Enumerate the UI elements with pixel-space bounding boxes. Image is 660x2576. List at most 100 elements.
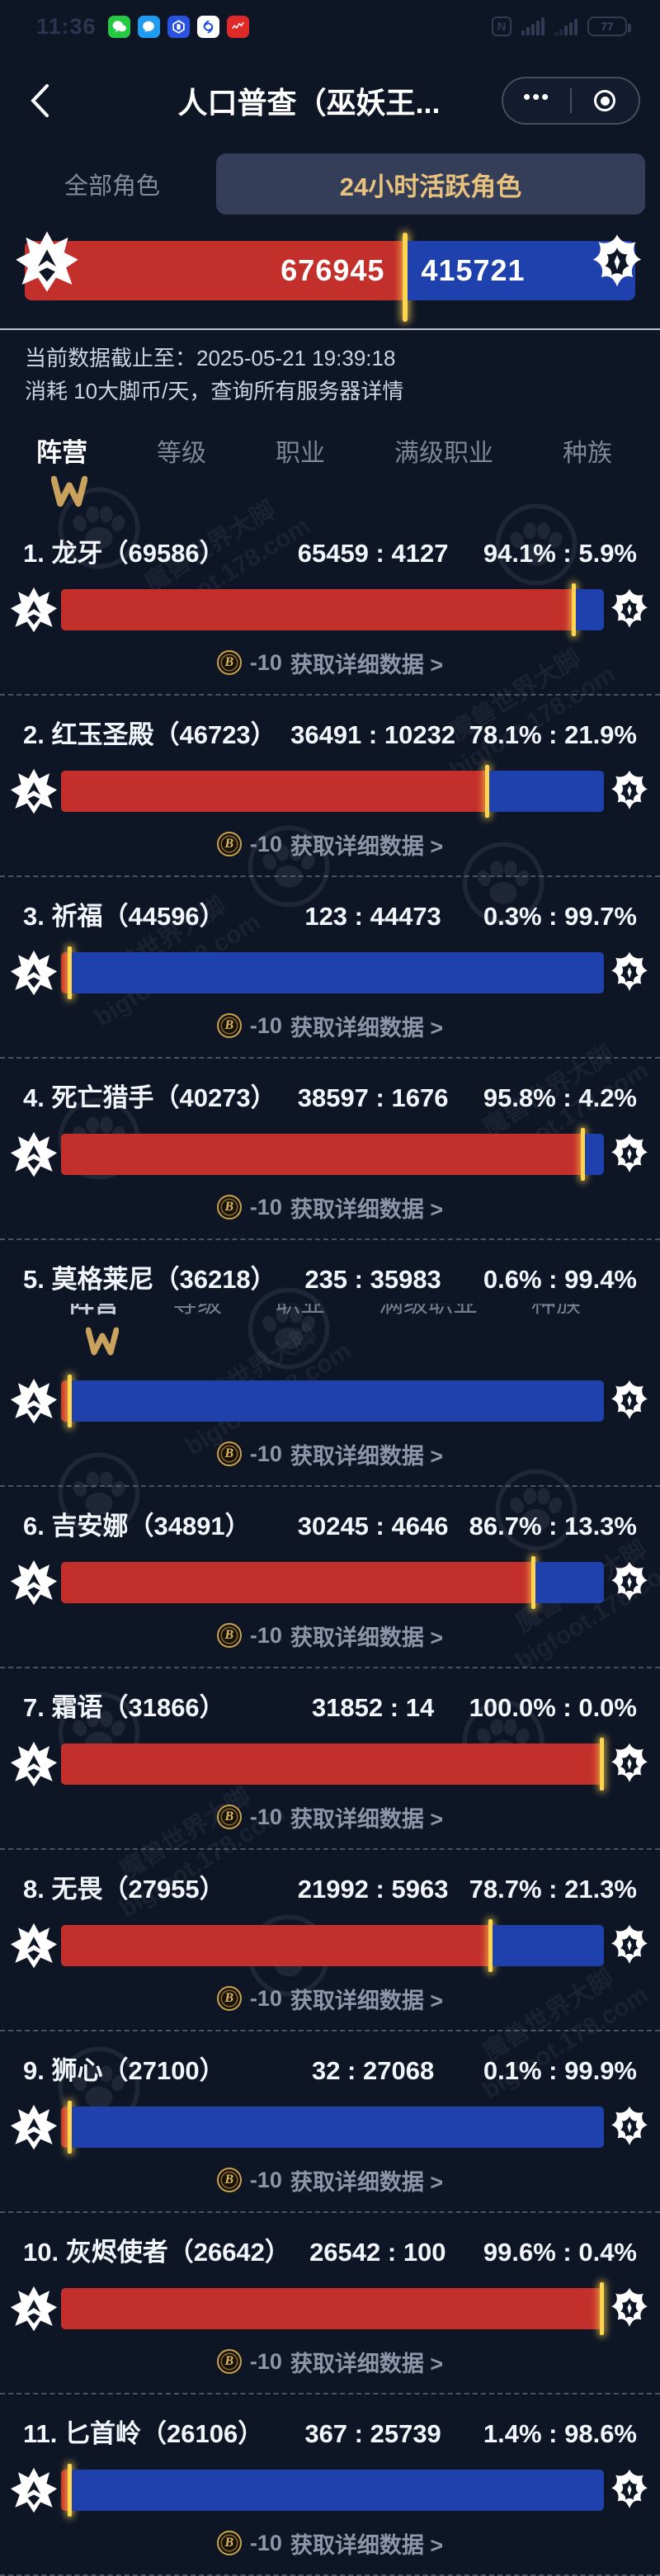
- horde-faction-icon: [10, 768, 58, 814]
- hexagon-app-icon: [167, 15, 190, 38]
- tab-24h-active-characters[interactable]: 24小时活跃角色: [216, 153, 645, 215]
- back-button[interactable]: [20, 81, 59, 120]
- bar-horde-segment: [61, 2469, 68, 2511]
- coin-letter: B: [224, 2173, 234, 2187]
- signal-icon-1: [521, 17, 544, 35]
- horde-faction-icon: [10, 1131, 58, 1177]
- ghost-w-indicator-icon: [86, 1327, 119, 1356]
- server-row: 3. 祈福（44596） 123 : 44473 0.3% : 99.7% B …: [0, 877, 660, 1059]
- get-details-action[interactable]: B -10 获取详细数据 >: [0, 2164, 660, 2196]
- horde-faction-icon: [10, 1559, 58, 1605]
- server-bar-line: [10, 1374, 652, 1427]
- faction-ratio-bar: [61, 1127, 604, 1181]
- get-details-action[interactable]: B -10 获取详细数据 >: [0, 1620, 660, 1652]
- faction-ratio-bar: [61, 1918, 604, 1972]
- row-coin-cost: -10: [249, 1804, 282, 1829]
- get-details-action[interactable]: B -10 获取详细数据 >: [0, 1010, 660, 1042]
- server-percentages: 99.6% : 0.4%: [483, 2237, 637, 2267]
- server-percentages: 0.3% : 99.7%: [483, 901, 637, 931]
- tab-maxlevel-class[interactable]: 满级职业: [394, 439, 493, 467]
- get-details-action[interactable]: B -10 获取详细数据 >: [0, 1801, 660, 1833]
- faction-ratio-bar: [61, 2100, 604, 2154]
- server-percentages: 94.1% : 5.9%: [483, 538, 637, 568]
- get-details-action[interactable]: B -10 获取详细数据 >: [0, 1983, 660, 2015]
- row-coin-label: 获取详细数据 >: [290, 652, 444, 677]
- get-details-action[interactable]: B -10 获取详细数据 >: [0, 647, 660, 679]
- get-details-action[interactable]: B -10 获取详细数据 >: [0, 1438, 660, 1470]
- server-counts: 31852 : 14: [311, 1692, 435, 1722]
- row-coin-cost: -10: [249, 1194, 282, 1220]
- bar-divider: [68, 946, 72, 999]
- server-row: 10. 灰烬使者（26642） 26542 : 100 99.6% : 0.4%…: [0, 2213, 660, 2394]
- server-bar-line: [10, 764, 652, 818]
- get-details-action[interactable]: B -10 获取详细数据 >: [0, 1191, 660, 1224]
- coin-letter: B: [224, 1628, 234, 1643]
- coin-letter: B: [224, 655, 234, 670]
- alliance-faction-icon: [611, 1743, 648, 1782]
- bar-alliance-segment: [72, 2469, 604, 2511]
- alliance-total-segment: 415721: [408, 241, 635, 300]
- bar-horde-segment: [61, 1380, 68, 1422]
- row-coin-cost: -10: [249, 1622, 282, 1648]
- server-title: 7. 霜语（31866）: [23, 1692, 225, 1722]
- bar-horde-segment: [61, 1133, 582, 1175]
- more-button[interactable]: •••: [503, 78, 570, 123]
- server-percentages: 78.1% : 21.9%: [469, 719, 637, 749]
- alliance-faction-icon: [611, 588, 648, 628]
- server-bar-line: [10, 1737, 652, 1790]
- cost-info-text[interactable]: 消耗 10大脚币/天，查询所有服务器详情: [25, 379, 404, 404]
- bar-horde-segment: [61, 2287, 601, 2329]
- faction-ratio-bar: [61, 1555, 604, 1609]
- data-info: 当前数据截止至：2025-05-21 19:39:18 消耗 10大脚币/天，查…: [0, 342, 660, 408]
- horde-faction-icon: [10, 1923, 58, 1968]
- server-bar-line: [10, 583, 652, 636]
- server-bar-line: [10, 1918, 652, 1972]
- server-row: 2. 红玉圣殿（46723） 36491 : 10232 78.1% : 21.…: [0, 696, 660, 877]
- tab-level[interactable]: 等级: [157, 439, 206, 467]
- row-coin-cost: -10: [249, 1985, 282, 2011]
- server-counts: 36491 : 10232: [290, 719, 456, 749]
- bigfoot-coin-icon: B: [216, 1195, 242, 1220]
- server-title: 10. 灰烬使者（26642）: [23, 2237, 290, 2267]
- tab-all-characters[interactable]: 全部角色: [64, 173, 160, 200]
- server-counts: 32 : 27068: [311, 2055, 435, 2085]
- get-details-action[interactable]: B -10 获取详细数据 >: [0, 2527, 660, 2559]
- bigfoot-coin-icon: B: [216, 832, 242, 857]
- ghost-category-tabs: 阵营 等级 职业 满级职业 种族: [69, 1303, 581, 1318]
- tab-race[interactable]: 种族: [563, 439, 612, 467]
- status-app-icons: [107, 15, 249, 38]
- more-dots-icon: •••: [522, 84, 551, 109]
- bigfoot-coin-icon: B: [216, 1623, 242, 1649]
- server-percentages: 1.4% : 98.6%: [483, 2418, 637, 2448]
- row-coin-label: 获取详细数据 >: [290, 1015, 444, 1040]
- coin-letter: B: [224, 1991, 234, 2006]
- bar-divider: [484, 764, 489, 818]
- alliance-faction-icon: [611, 1133, 648, 1172]
- tab-faction[interactable]: 阵营: [36, 437, 87, 467]
- server-counts: 30245 : 4646: [297, 1511, 449, 1540]
- get-details-action[interactable]: B -10 获取详细数据 >: [0, 828, 660, 861]
- wechat-icon: [107, 15, 130, 38]
- server-percentages: 100.0% : 0.0%: [469, 1692, 637, 1722]
- server-title: 4. 死亡猎手（40273）: [23, 1083, 276, 1112]
- bar-divider: [581, 1127, 586, 1181]
- horde-faction-icon: [10, 2286, 58, 2331]
- get-details-action[interactable]: B -10 获取详细数据 >: [0, 2346, 660, 2378]
- back-chevron-icon: [31, 84, 49, 117]
- tab-class[interactable]: 职业: [276, 439, 325, 467]
- page-title: 人口普查（巫妖王...: [177, 86, 441, 120]
- coin-letter: B: [224, 1446, 234, 1461]
- server-title: 6. 吉安娜（34891）: [23, 1511, 251, 1540]
- battery-icon: 77: [587, 17, 631, 36]
- header: 人口普查（巫妖王... •••: [0, 53, 660, 149]
- stitch-artifact: 阵营 等级 职业 满级职业 种族: [0, 1304, 660, 1361]
- server-list: 1. 龙牙（69586） 65459 : 4127 94.1% : 5.9% B…: [0, 514, 660, 2576]
- server-title: 11. 匕首岭（26106）: [23, 2418, 264, 2448]
- bigfoot-coin-icon: B: [216, 1013, 242, 1039]
- faction-ratio-bar: [61, 2463, 604, 2517]
- faction-ratio-bar: [61, 2281, 604, 2335]
- faction-total-bar: 676945 415721: [25, 233, 635, 322]
- row-coin-label: 获取详细数据 >: [290, 2169, 444, 2195]
- close-circle-button[interactable]: [572, 78, 639, 123]
- bigfoot-coin-icon: B: [216, 2168, 242, 2193]
